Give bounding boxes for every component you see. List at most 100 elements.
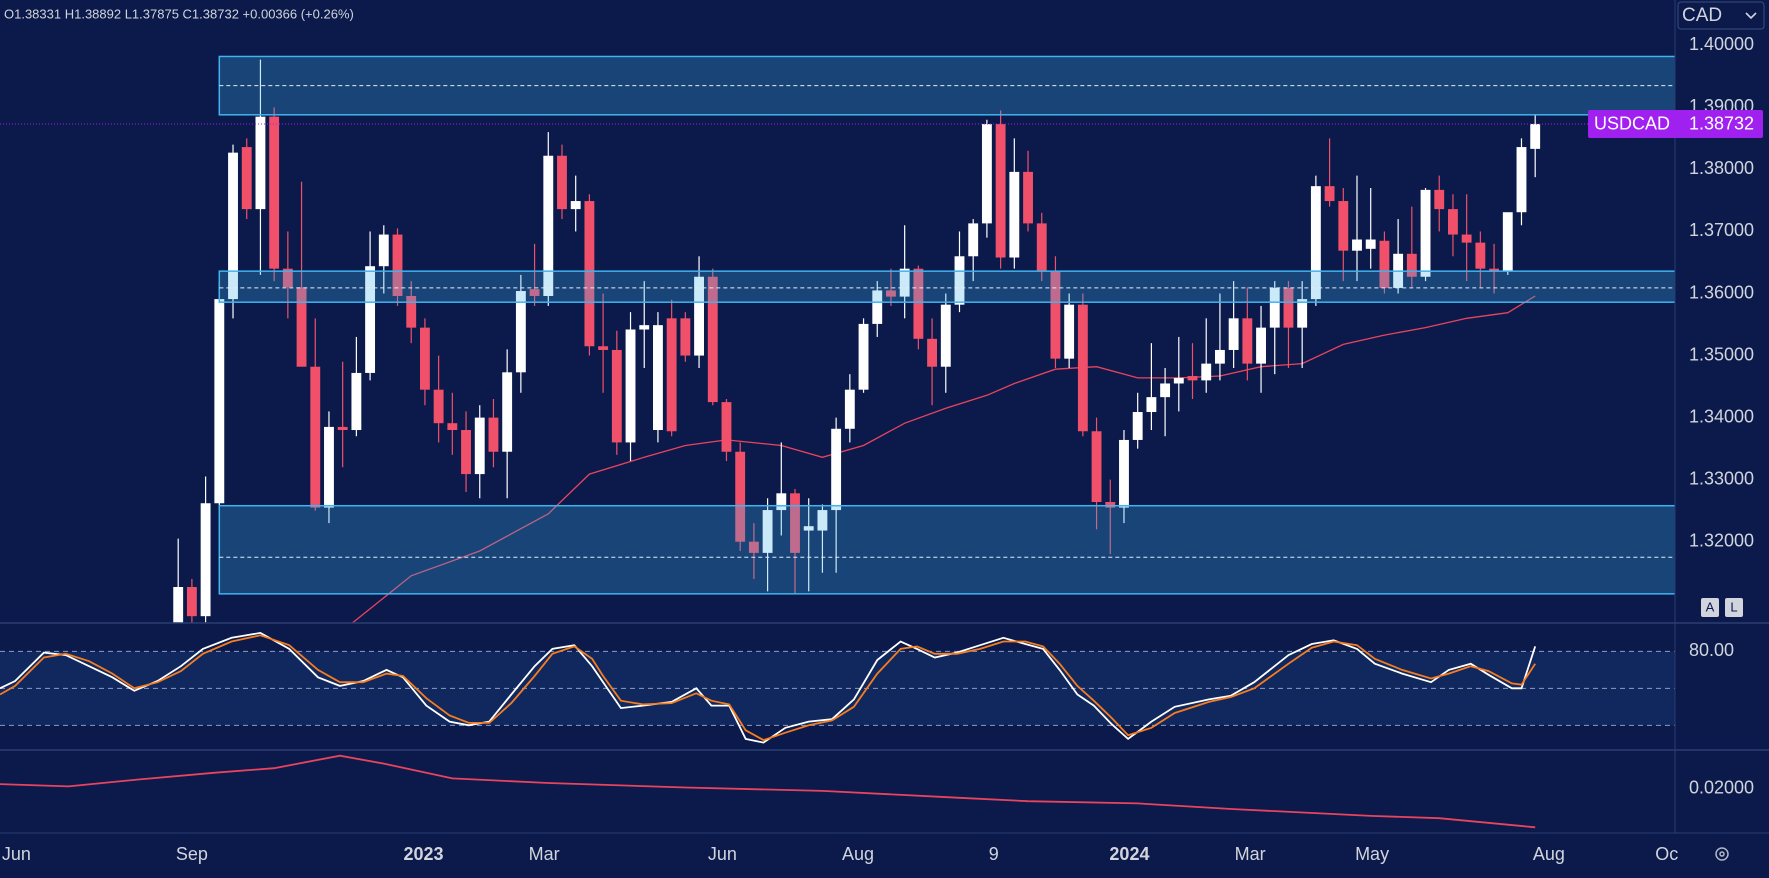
candle-body	[762, 510, 773, 553]
indicator-panel	[0, 754, 1536, 829]
candle-body	[1502, 212, 1513, 272]
y-tick-label: 1.32000	[1689, 530, 1754, 550]
candle-body	[1201, 363, 1212, 381]
currency-label[interactable]: CAD	[1682, 5, 1722, 26]
candle-body	[570, 201, 581, 210]
axes: Jun Sep 2023 Mar Jun Aug 9 2024 Mar May Aug Oc 1.320…	[2, 34, 1763, 864]
candle-body	[680, 318, 691, 356]
candle-body	[310, 366, 321, 508]
settings-gear-center[interactable]	[1719, 851, 1725, 857]
candle-body	[1365, 239, 1376, 249]
stochastic-panel	[0, 631, 1675, 744]
candle-body	[721, 402, 732, 452]
candle-body	[515, 291, 526, 373]
candle-body	[735, 451, 746, 542]
candle-body	[831, 428, 842, 511]
x-tick-label: 2023	[404, 844, 444, 864]
price-panel	[0, 55, 1675, 623]
candle-body	[1119, 439, 1129, 508]
candle-body	[598, 346, 609, 350]
candle-body	[1530, 123, 1541, 149]
candle-body	[255, 116, 266, 210]
x-tick-label: Mar	[529, 844, 560, 864]
candle-body	[1406, 253, 1417, 277]
candle-body	[543, 155, 554, 296]
candle-body	[1064, 304, 1075, 359]
candle-body	[337, 426, 348, 431]
candle-body	[666, 318, 677, 432]
candle-body	[1228, 318, 1239, 350]
y-tick-label: 1.37000	[1689, 220, 1754, 240]
candle-body	[927, 338, 938, 367]
candle-body	[1516, 147, 1527, 213]
x-tick-label: Sep	[176, 844, 208, 864]
auto-scale-button[interactable]	[1701, 598, 1719, 617]
candle-body	[981, 124, 992, 224]
candle-body	[1132, 412, 1143, 440]
candle-body	[1036, 223, 1047, 272]
y-tick-label: 1.35000	[1689, 344, 1754, 364]
candle-body	[1297, 299, 1308, 328]
x-tick-label: 2024	[1109, 844, 1149, 864]
price-tag-value: 1.38732	[1689, 114, 1754, 134]
candle-body	[433, 389, 444, 424]
settings-icon[interactable]	[1715, 847, 1729, 861]
candle-body	[1009, 171, 1020, 258]
candle-body	[241, 147, 252, 210]
candle-body	[1214, 349, 1225, 364]
candle-body	[1256, 327, 1266, 364]
candle-body	[954, 256, 965, 305]
log-scale-label[interactable]: L	[1730, 599, 1737, 614]
candle-body	[1077, 304, 1088, 432]
y-tick-label: 1.36000	[1689, 282, 1754, 302]
candle-body	[1379, 240, 1390, 288]
candle-body	[1146, 397, 1157, 413]
candle-body	[1310, 186, 1321, 300]
candle-body	[1269, 287, 1280, 328]
candle-body	[1489, 268, 1500, 272]
candle-body	[886, 290, 896, 297]
candle-body	[694, 276, 704, 356]
candle-body	[392, 234, 403, 296]
candle-body	[406, 295, 417, 328]
candle-body	[899, 268, 910, 297]
candle-body	[913, 268, 924, 339]
candle-body	[817, 510, 828, 531]
candle-body	[844, 389, 855, 429]
candle-body	[214, 299, 225, 504]
indicator-line	[0, 634, 1536, 742]
candle-body	[1187, 376, 1198, 381]
currency-box[interactable]	[1677, 1, 1765, 30]
x-tick-label: Aug	[842, 844, 874, 864]
dropdown-arrow[interactable]	[1745, 12, 1757, 20]
candle-body	[529, 289, 540, 296]
candle-body	[447, 423, 458, 431]
y-tick-label: 80.00	[1689, 640, 1734, 660]
candle-body	[611, 349, 622, 443]
candle-body	[365, 266, 376, 373]
candle-body	[707, 276, 718, 403]
candle-body	[625, 329, 636, 443]
candle-body	[653, 325, 663, 431]
auto-scale-label[interactable]: A	[1706, 599, 1715, 614]
candle-body	[968, 223, 979, 257]
candle-body	[1105, 501, 1116, 508]
candle-body	[173, 587, 184, 623]
candle-body	[1448, 209, 1458, 235]
candle-body	[1352, 239, 1362, 251]
x-tick-label: Jun	[2, 844, 31, 864]
candle-body	[228, 152, 238, 300]
x-tick-label: Aug	[1533, 844, 1565, 864]
ohlc-legend: O1.38331 H1.38892 L1.37875 C1.38732 +0.0…	[4, 6, 354, 21]
candle-body	[1461, 234, 1472, 243]
y-tick-label: 1.34000	[1689, 406, 1754, 426]
log-scale-button[interactable]	[1725, 598, 1743, 617]
candle-body	[488, 417, 499, 452]
candle-body	[324, 426, 334, 508]
candle-body	[1475, 242, 1486, 269]
settings-gear[interactable]	[1715, 847, 1729, 861]
candle-body	[1242, 318, 1253, 364]
candle-body	[1324, 186, 1335, 202]
indicator-line	[0, 631, 1537, 744]
